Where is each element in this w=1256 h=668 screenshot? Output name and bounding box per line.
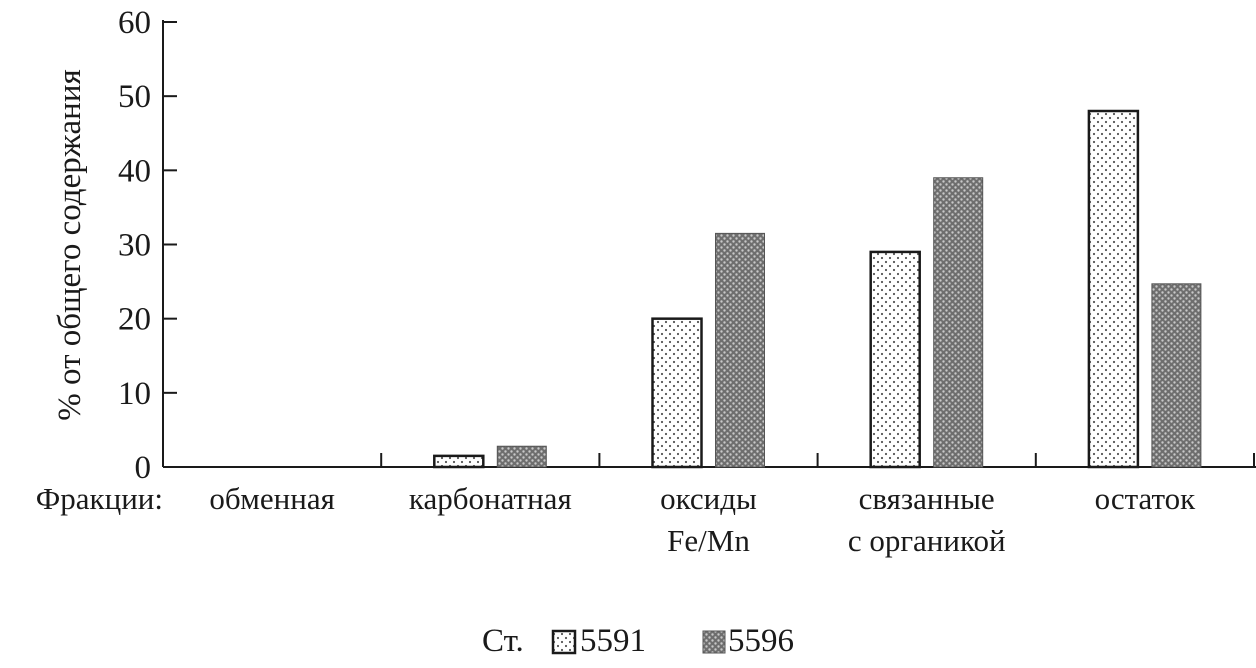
category-label: остаток — [1095, 481, 1197, 516]
category-label: обменная — [209, 481, 335, 516]
category-label: оксиды — [660, 481, 757, 516]
legend-swatch-5591 — [551, 629, 577, 655]
x-axis — [163, 453, 1256, 468]
category-label: Fe/Mn — [667, 523, 750, 558]
x-axis-label: Фракции: — [36, 481, 163, 516]
legend-prefix: Ст. — [482, 623, 524, 659]
legend: Ст. 5591 5596 — [482, 623, 794, 659]
category-labels: обменная карбонатная оксиды Fe/Mn связанные с… — [209, 481, 1196, 558]
y-tick-label: 20 — [118, 302, 151, 338]
bar-5596 — [715, 232, 765, 468]
y-axis: 0 10 20 30 40 50 60 — [118, 5, 177, 486]
y-tick-label: 50 — [118, 79, 151, 115]
legend-label-5591: 5591 — [580, 623, 646, 659]
category-label: с органикой — [848, 523, 1006, 558]
bars — [433, 109, 1202, 469]
bar-5596 — [496, 445, 547, 468]
bar-5596 — [933, 177, 984, 468]
bar-5591 — [1087, 109, 1140, 469]
bar-5596 — [1151, 283, 1202, 468]
y-axis-label: % от общего содержания — [52, 69, 88, 420]
category-label: связанные — [859, 481, 995, 516]
y-tick-label: 0 — [135, 450, 152, 486]
bar-5591 — [869, 250, 921, 469]
bar-5591 — [651, 317, 703, 469]
legend-swatch-5596 — [702, 630, 726, 654]
y-tick-label: 40 — [118, 153, 151, 189]
legend-label-5596: 5596 — [728, 623, 794, 659]
y-tick-label: 30 — [118, 228, 151, 264]
bar-5591 — [433, 454, 485, 469]
category-label: карбонатная — [409, 481, 572, 516]
y-tick-label: 10 — [118, 376, 151, 412]
y-tick-label: 60 — [118, 5, 151, 41]
